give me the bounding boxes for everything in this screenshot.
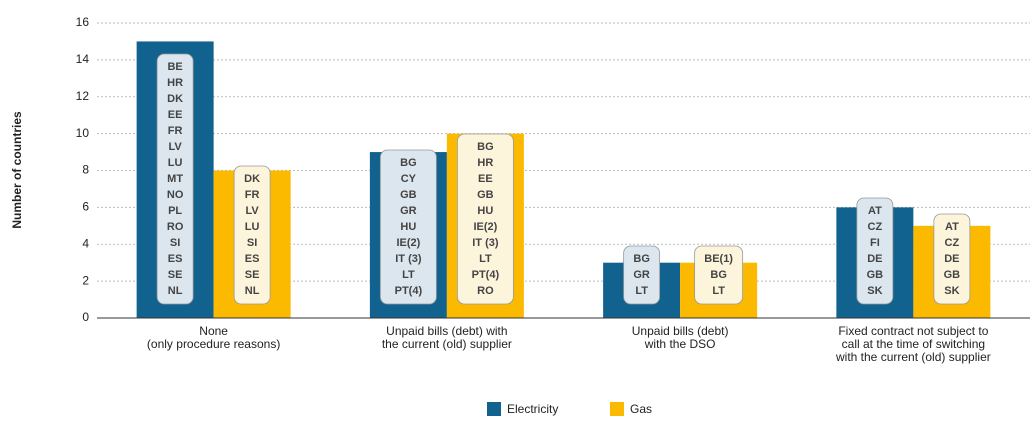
y-axis-label: Number of countries — [10, 111, 24, 229]
country-code: BG — [633, 253, 650, 265]
country-code: LT — [712, 285, 725, 297]
country-code: SE — [245, 269, 260, 281]
country-code: DK — [244, 173, 260, 185]
country-code: BG — [710, 269, 727, 281]
country-code: SK — [867, 285, 882, 297]
y-tick-label: 14 — [76, 52, 90, 66]
country-code: BE — [167, 61, 182, 73]
country-code: GB — [944, 269, 961, 281]
x-tick-label: Unpaid bills (debt) — [632, 324, 729, 338]
country-code: HU — [400, 221, 416, 233]
legend-label: Gas — [630, 402, 652, 416]
country-code: RO — [477, 285, 494, 297]
y-tick-label: 12 — [76, 89, 90, 103]
country-code: PL — [168, 205, 182, 217]
country-code: GR — [633, 269, 650, 281]
label-box — [623, 245, 661, 305]
country-code: AT — [868, 205, 882, 217]
country-code: BG — [400, 157, 417, 169]
y-tick-label: 16 — [76, 15, 90, 29]
y-tick-label: 8 — [82, 163, 89, 177]
country-code: FR — [168, 125, 183, 137]
country-code: ES — [168, 253, 183, 265]
country-code: NL — [168, 285, 183, 297]
x-tick-label: Fixed contract not subject to — [838, 324, 988, 338]
country-code: RO — [167, 221, 184, 233]
country-code: SI — [247, 237, 257, 249]
country-code: IE(2) — [473, 221, 497, 233]
x-tick-label: Unpaid bills (debt) with — [386, 324, 507, 338]
x-tick-label: with the DSO — [644, 337, 716, 351]
x-tick-label: (only procedure reasons) — [147, 337, 280, 351]
country-code: CZ — [945, 237, 960, 249]
legend-swatch — [487, 402, 501, 416]
country-code: EE — [478, 173, 493, 185]
country-code: AT — [945, 221, 959, 233]
country-code: HU — [477, 205, 493, 217]
country-code: HR — [477, 157, 493, 169]
country-code: DE — [944, 253, 959, 265]
country-code: NO — [167, 189, 184, 201]
country-code: CZ — [868, 221, 883, 233]
country-code: PT(4) — [472, 269, 500, 281]
country-code: GB — [477, 189, 494, 201]
y-tick-label: 2 — [82, 273, 89, 287]
x-tick-label: None — [199, 324, 228, 338]
country-code: ES — [245, 253, 260, 265]
y-tick-label: 10 — [76, 126, 90, 140]
country-code: IT (3) — [395, 253, 422, 265]
label-box — [456, 133, 514, 305]
country-code: NL — [245, 285, 260, 297]
legend-label: Electricity — [507, 402, 558, 416]
country-code: SE — [168, 269, 183, 281]
country-code: CY — [401, 173, 417, 185]
country-code: PT(4) — [395, 285, 423, 297]
country-code: MT — [167, 173, 183, 185]
label-box — [856, 197, 894, 305]
country-code: GB — [400, 189, 417, 201]
y-tick-label: 4 — [82, 236, 89, 250]
country-code: DE — [867, 253, 882, 265]
label-box — [933, 213, 971, 305]
country-code: LV — [246, 205, 260, 217]
x-tick-label: the current (old) supplier — [382, 337, 512, 351]
country-code: FI — [870, 237, 880, 249]
y-tick-label: 6 — [82, 200, 89, 214]
country-code: LT — [635, 285, 648, 297]
country-code: IT (3) — [472, 237, 499, 249]
x-tick-label: with the current (old) supplier — [835, 350, 991, 364]
country-code: LT — [479, 253, 492, 265]
country-code: GR — [400, 205, 417, 217]
country-code: BE(1) — [704, 253, 733, 265]
country-code: HR — [167, 77, 183, 89]
country-code: BG — [477, 141, 494, 153]
x-tick-label: call at the time of switching — [842, 337, 985, 351]
country-code: LT — [402, 269, 415, 281]
country-code: LU — [168, 157, 183, 169]
country-code: IE(2) — [396, 237, 420, 249]
label-box — [233, 165, 271, 305]
country-code: EE — [168, 109, 183, 121]
y-tick-label: 0 — [82, 310, 89, 324]
country-code: LV — [169, 141, 183, 153]
country-code: GB — [867, 269, 884, 281]
label-box — [694, 245, 744, 305]
label-box — [379, 149, 437, 305]
country-code: SK — [944, 285, 959, 297]
country-code: SI — [170, 237, 180, 249]
legend-swatch — [610, 402, 624, 416]
country-code: LU — [245, 221, 260, 233]
country-code: DK — [167, 93, 183, 105]
label-box — [156, 53, 194, 305]
country-code: FR — [245, 189, 260, 201]
